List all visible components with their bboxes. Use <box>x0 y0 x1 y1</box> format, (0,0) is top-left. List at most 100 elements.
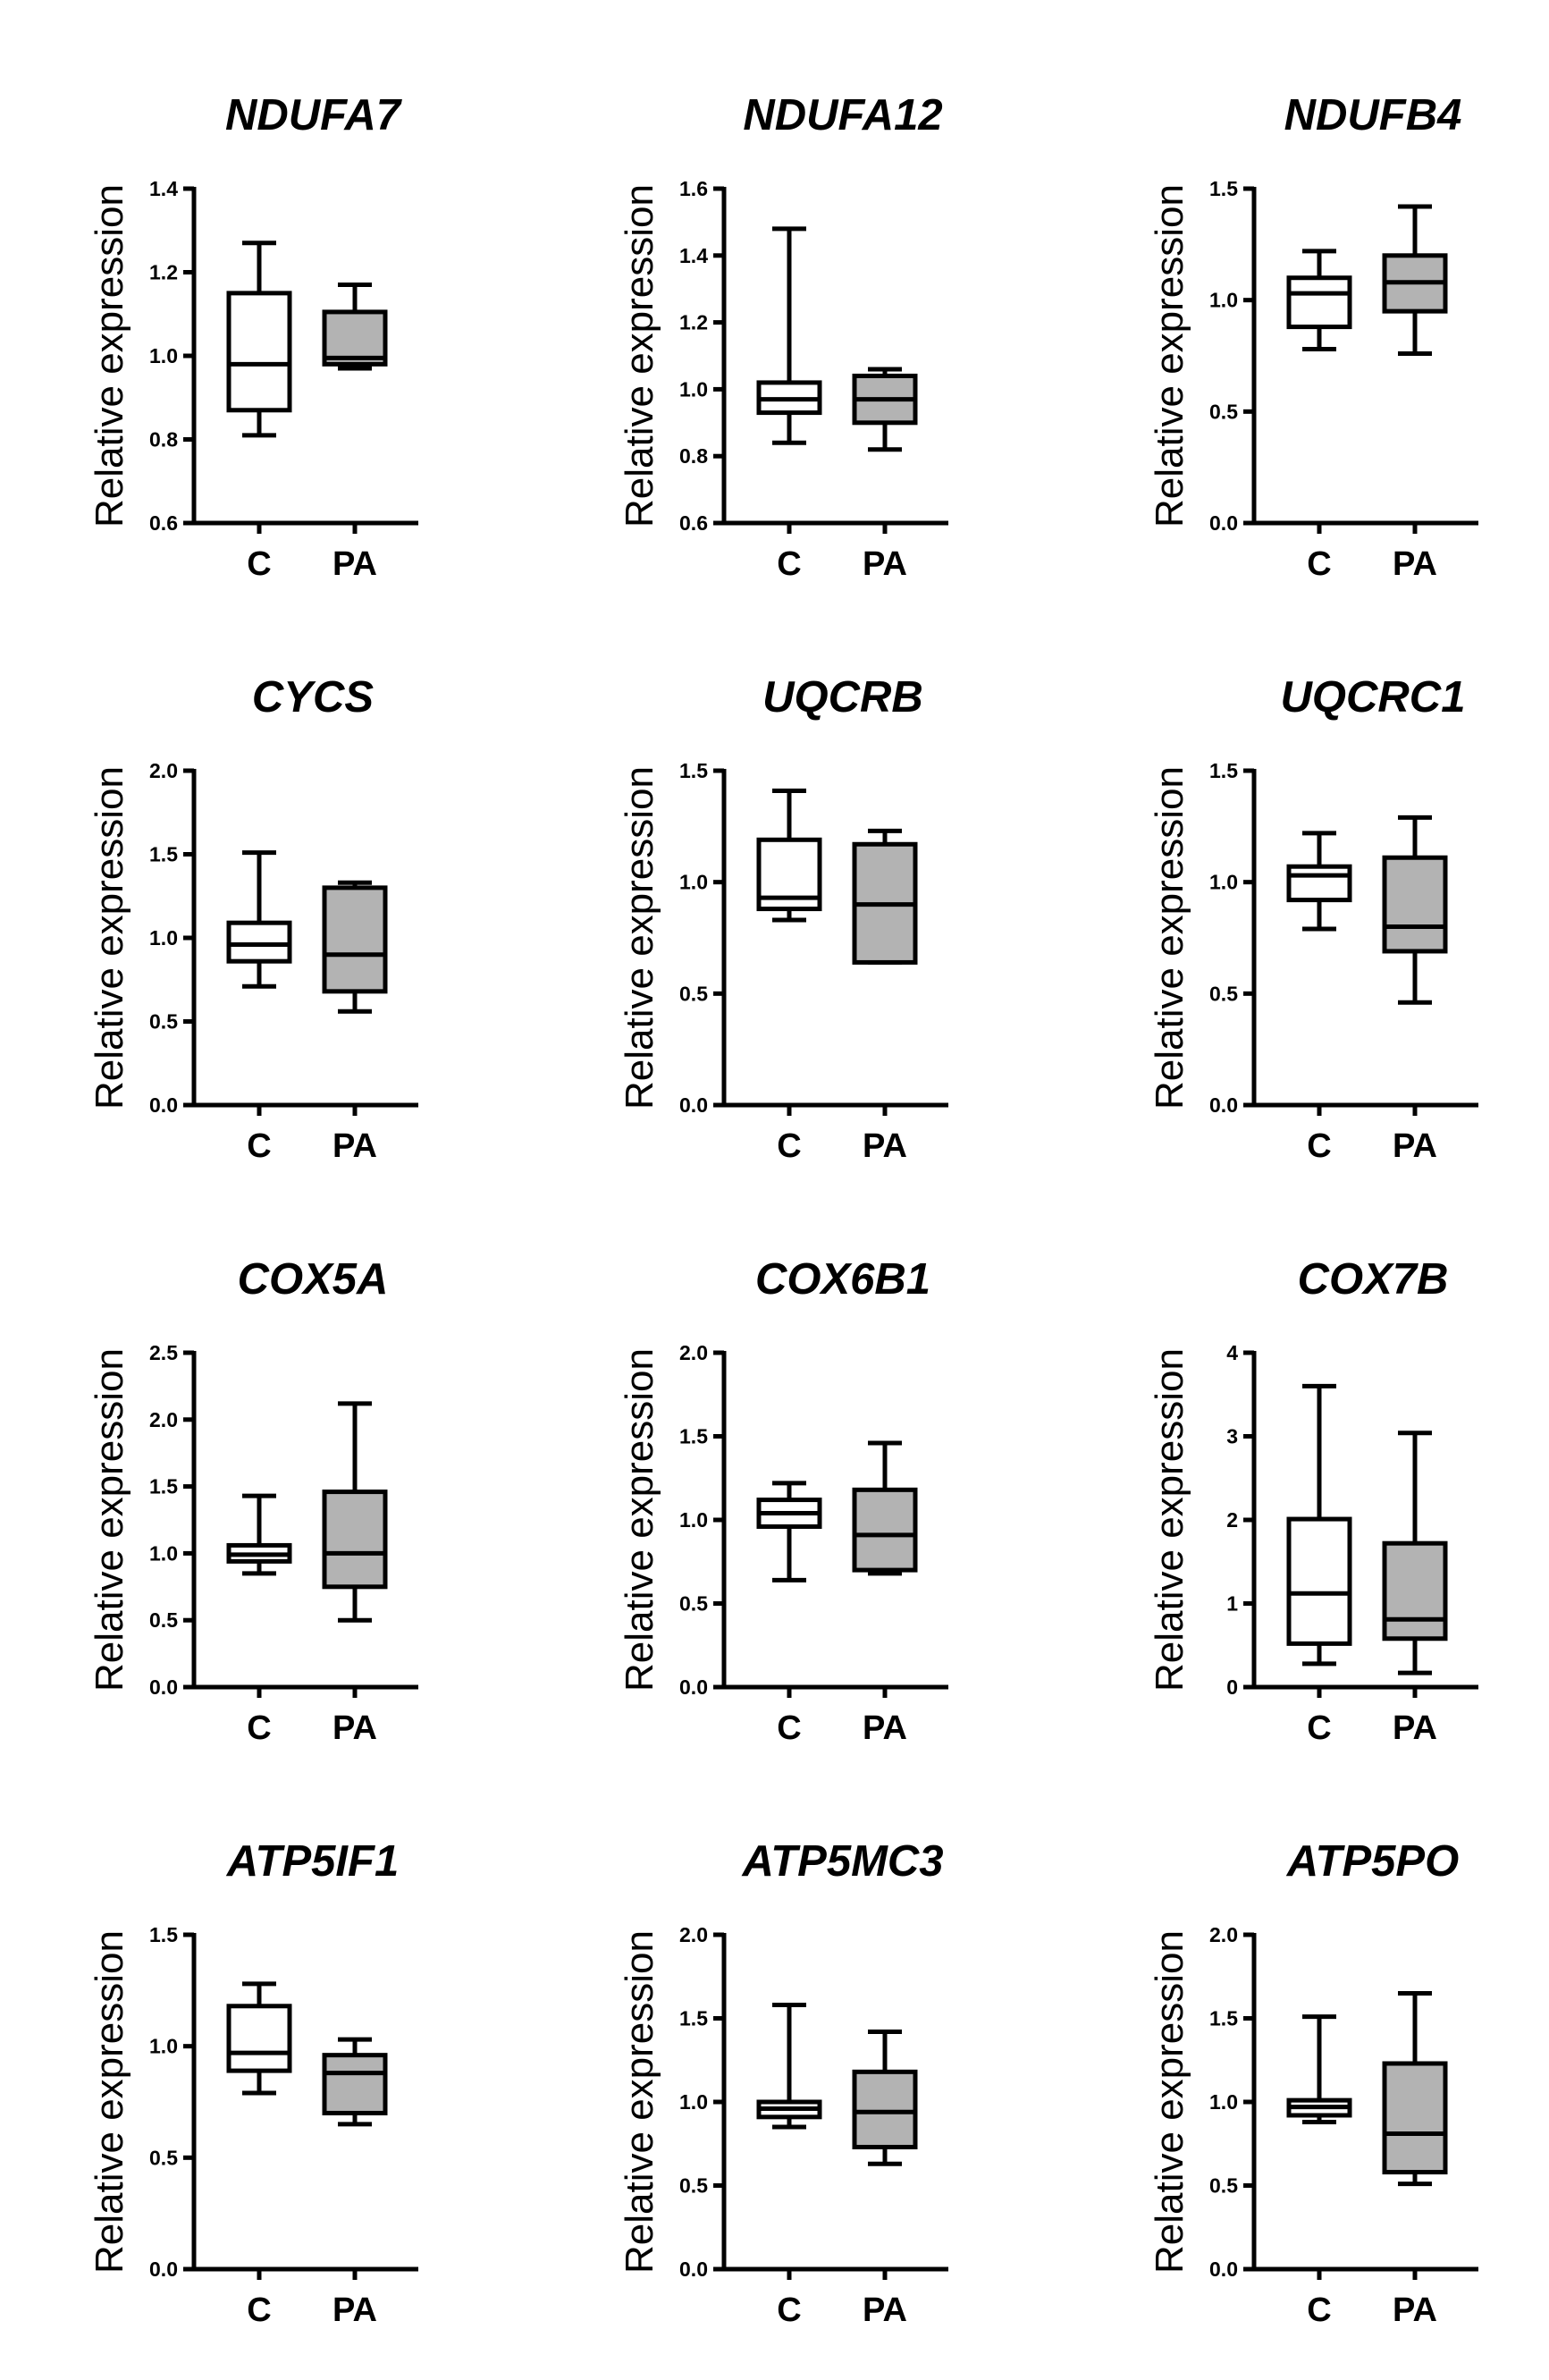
y-tick-label: 0.5 <box>679 982 708 1005</box>
y-tick-label: 1.0 <box>149 344 178 367</box>
y-axis-label: Relative expression <box>88 766 131 1110</box>
y-tick-label: 1.4 <box>679 244 708 267</box>
y-tick-label: 1.0 <box>149 1541 178 1565</box>
y-tick-label: 0.8 <box>149 428 178 452</box>
x-category-label-c: C <box>247 1709 271 1747</box>
box-iqr <box>322 309 388 367</box>
y-tick-label: 0.5 <box>1209 2174 1238 2198</box>
y-tick-label: 2.5 <box>149 1341 178 1364</box>
box-pa <box>322 283 388 371</box>
box-c <box>226 1493 292 1576</box>
box-c <box>1286 1383 1352 1667</box>
panel-title: COX6B1 <box>755 1255 930 1304</box>
x-category-label-pa: PA <box>863 2291 907 2329</box>
y-tick-label: 1.5 <box>1209 177 1238 200</box>
x-category-label-c: C <box>777 1709 801 1747</box>
box-iqr <box>1382 855 1448 954</box>
box-iqr <box>226 920 292 964</box>
box-iqr <box>1382 2061 1448 2175</box>
y-axis-label: Relative expression <box>1148 1348 1191 1692</box>
y-tick-label: 1.0 <box>149 2035 178 2058</box>
x-category-label-c: C <box>1307 545 1331 583</box>
y-tick-label: 0.0 <box>1209 511 1238 535</box>
box-c <box>226 241 292 438</box>
y-tick-label: 1.0 <box>1209 289 1238 312</box>
x-category-label-c: C <box>247 2291 271 2329</box>
y-tick-label: 0.0 <box>679 1675 708 1699</box>
box-pa <box>852 367 918 452</box>
y-tick-label: 0.5 <box>149 1010 178 1034</box>
panel-title: NDUFB4 <box>1284 91 1462 139</box>
box-pa <box>1382 1990 1448 2187</box>
y-tick-label: 0.6 <box>149 511 178 535</box>
panel-ndufa7: NDUFA7 Relative expression 0.6 0.8 1.0 1.2 1.4… <box>88 91 418 583</box>
y-axis-label: Relative expression <box>1148 766 1191 1110</box>
panel-title: UQCRC1 <box>1281 673 1466 722</box>
y-axis-label: Relative expression <box>1148 184 1191 527</box>
y-axis-label: Relative expression <box>1148 1930 1191 2274</box>
panel-title: CYCS <box>252 673 374 722</box>
y-tick-label: 0 <box>1226 1675 1238 1699</box>
box-iqr <box>322 1490 388 1590</box>
panel-ndufa12: NDUFA12 Relative expression 0.6 0.8 1.0 1.2 1.… <box>618 91 948 583</box>
panel-title: COX5A <box>238 1255 389 1304</box>
x-category-label-pa: PA <box>1393 1709 1437 1747</box>
box-pa <box>322 2037 388 2127</box>
y-tick-label: 1.5 <box>679 2007 708 2030</box>
x-category-label-c: C <box>1307 2291 1331 2329</box>
box-c <box>226 850 292 989</box>
y-tick-label: 4 <box>1226 1341 1238 1364</box>
x-category-label-pa: PA <box>1393 1127 1437 1165</box>
box-iqr <box>1382 1540 1448 1642</box>
box-iqr <box>852 1487 918 1573</box>
y-tick-label: 1.5 <box>679 759 708 782</box>
y-tick-label: 0.0 <box>149 1675 178 1699</box>
box-pa <box>1382 1431 1448 1675</box>
y-tick-label: 2.0 <box>679 1341 708 1364</box>
y-tick-label: 1.2 <box>149 261 178 284</box>
y-tick-label: 1.5 <box>1209 759 1238 782</box>
panel-ndufb4: NDUFB4 Relative expression 0.0 0.5 1.0 1.5 C PA <box>1148 91 1478 583</box>
box-c <box>1286 831 1352 932</box>
box-pa <box>852 828 918 965</box>
box-pa <box>1382 204 1448 357</box>
box-iqr <box>226 291 292 413</box>
box-c <box>1286 2014 1352 2124</box>
y-tick-label: 1.5 <box>1209 2007 1238 2030</box>
y-tick-label: 1 <box>1226 1592 1238 1616</box>
panel-atp5mc3: ATP5MC3 Relative expression 0.0 0.5 1.0 1.5 2.… <box>618 1837 948 2329</box>
box-pa <box>322 1401 388 1623</box>
y-tick-label: 1.6 <box>679 177 708 200</box>
y-tick-label: 1.4 <box>149 177 178 200</box>
y-tick-label: 1.0 <box>1209 2090 1238 2114</box>
x-category-label-pa: PA <box>863 1709 907 1747</box>
panel-title: COX7B <box>1298 1255 1449 1304</box>
y-tick-label: 2 <box>1226 1508 1238 1532</box>
panel-title: ATP5PO <box>1286 1837 1459 1886</box>
y-tick-label: 1.0 <box>679 1508 708 1532</box>
x-category-label-pa: PA <box>333 1709 377 1747</box>
y-axis-label: Relative expression <box>618 1348 661 1692</box>
x-category-label-pa: PA <box>333 545 377 583</box>
y-tick-label: 1.2 <box>679 311 708 334</box>
panel-title: NDUFA7 <box>225 91 403 139</box>
box-iqr <box>226 2004 292 2073</box>
x-category-label-c: C <box>777 545 801 583</box>
y-tick-label: 1.0 <box>679 377 708 401</box>
x-category-label-c: C <box>777 2291 801 2329</box>
y-tick-label: 0.0 <box>149 1093 178 1117</box>
y-tick-label: 0.0 <box>149 2258 178 2281</box>
panel-uqcrc1: UQCRC1 Relative expression 0.0 0.5 1.0 1.5 C PA <box>1148 673 1478 1165</box>
y-tick-label: 3 <box>1226 1425 1238 1448</box>
y-tick-label: 0.5 <box>149 2146 178 2169</box>
box-c <box>226 1981 292 2096</box>
y-axis-label: Relative expression <box>88 1348 131 1692</box>
box-iqr <box>322 885 388 994</box>
y-tick-label: 0.5 <box>1209 982 1238 1005</box>
box-c <box>756 788 822 923</box>
x-category-label-c: C <box>1307 1127 1331 1165</box>
panel-cycs: CYCS Relative expression 0.0 0.5 1.0 1.5 2.0 C P… <box>88 673 418 1165</box>
panel-cox6b1: COX6B1 Relative expression 0.0 0.5 1.0 1.5 2.0… <box>618 1255 948 1747</box>
y-tick-label: 0.5 <box>679 2174 708 2198</box>
